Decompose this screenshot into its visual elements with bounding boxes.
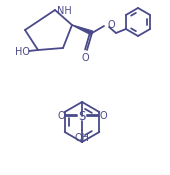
Text: NH: NH [57, 6, 71, 16]
Polygon shape [72, 25, 93, 35]
Text: O: O [81, 53, 89, 63]
Text: S: S [78, 110, 86, 122]
Text: O: O [99, 111, 107, 121]
Text: O: O [57, 111, 65, 121]
Text: OH: OH [74, 133, 89, 143]
Text: HO: HO [14, 47, 30, 57]
Text: O: O [108, 20, 116, 30]
